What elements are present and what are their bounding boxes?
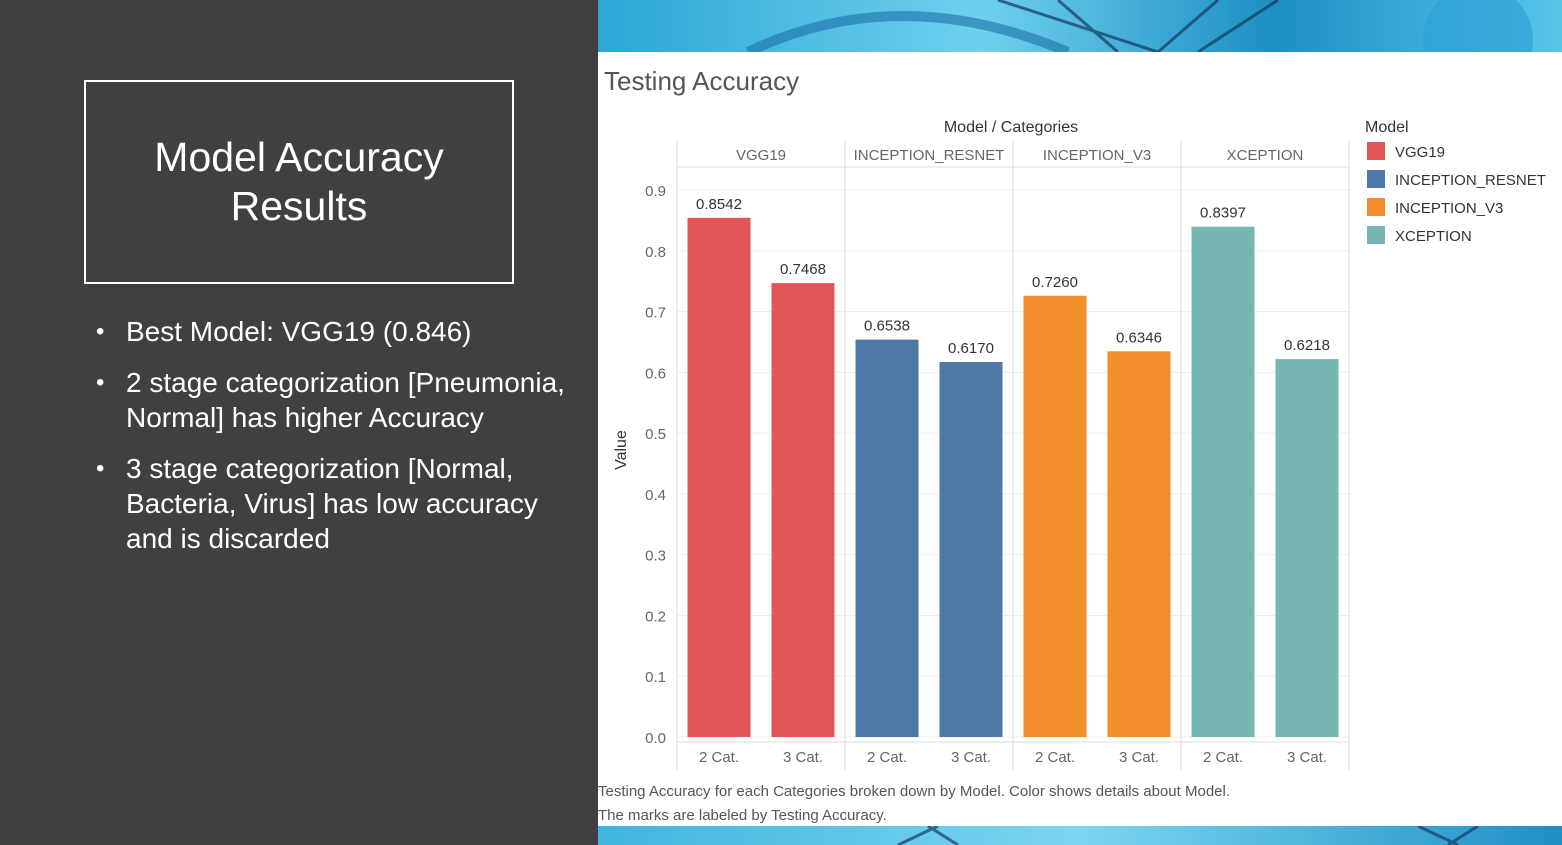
slide-title-box: Model Accuracy Results	[84, 80, 514, 284]
legend-swatch	[1367, 170, 1385, 188]
panel-header-label: VGG19	[736, 147, 786, 164]
bar	[939, 362, 1003, 737]
x-tick-label: 3 Cat.	[1119, 749, 1159, 766]
legend-entry: INCEPTION_RESNET	[1395, 172, 1546, 189]
legend-entry: VGG19	[1395, 144, 1445, 161]
bar	[687, 217, 751, 737]
bar	[1191, 226, 1255, 738]
bullet-dot-icon: •	[96, 455, 105, 482]
x-tick-label: 2 Cat.	[867, 749, 907, 766]
bullet-text: 2 stage categorization [Pneumonia, Norma…	[126, 367, 565, 433]
slide-title: Model Accuracy Results	[154, 134, 444, 229]
y-tick-label: 0.8	[645, 244, 666, 261]
legend-swatch	[1367, 142, 1385, 160]
y-tick-label: 0.9	[645, 183, 666, 200]
bar-value-label: 0.7260	[1032, 274, 1078, 291]
x-tick-label: 3 Cat.	[951, 749, 991, 766]
chart-area: Testing Accuracy Model / Categories Valu…	[598, 52, 1562, 826]
decorative-banner-top	[598, 0, 1562, 52]
bar	[1275, 359, 1339, 737]
x-tick-label: 2 Cat.	[1203, 749, 1243, 766]
bar-value-label: 0.8397	[1200, 205, 1246, 222]
x-tick-label: 2 Cat.	[699, 749, 739, 766]
bar	[1023, 295, 1087, 737]
bar	[855, 339, 919, 737]
y-tick-label: 0.5	[645, 426, 666, 443]
chart-marks: 0.0 0.1 0.2 0.3 0.4 0.5 0.6 0.7 0.8 0.9 VGG19 0.854…	[645, 140, 1546, 770]
legend-entry: INCEPTION_V3	[1395, 200, 1503, 217]
bullet-item: • 3 stage categorization [Normal, Bacteri…	[96, 451, 576, 556]
y-tick-label: 0.6	[645, 365, 666, 382]
x-tick-label: 3 Cat.	[1287, 749, 1327, 766]
x-tick-label: 2 Cat.	[1035, 749, 1075, 766]
bullet-text: Best Model: VGG19 (0.846)	[126, 316, 472, 347]
bar-value-label: 0.8542	[696, 196, 742, 213]
slide-left-panel: Model Accuracy Results • Best Model: VGG1…	[0, 0, 598, 845]
bar-value-label: 0.7468	[780, 261, 826, 278]
bullet-dot-icon: •	[96, 318, 105, 345]
y-tick-label: 0.1	[645, 669, 666, 686]
bar	[1107, 351, 1171, 737]
y-tick-label: 0.0	[645, 730, 666, 747]
chart-header: Model / Categories	[944, 119, 1078, 136]
bullet-item: • 2 stage categorization [Pneumonia, Norm…	[96, 365, 576, 435]
bullet-item: • Best Model: VGG19 (0.846)	[96, 314, 576, 349]
bullet-text: 3 stage categorization [Normal, Bacteria…	[126, 453, 538, 554]
bullet-dot-icon: •	[96, 369, 105, 396]
decorative-banner-bottom	[598, 826, 1562, 845]
bullet-list: • Best Model: VGG19 (0.846) • 2 stage cate…	[96, 314, 576, 572]
chart-svg: Testing Accuracy Model / Categories Valu…	[598, 66, 1546, 824]
legend-swatch	[1367, 198, 1385, 216]
panel-header-label: INCEPTION_RESNET	[854, 147, 1005, 164]
y-axis-label: Value	[613, 430, 630, 470]
bar-value-label: 0.6218	[1284, 337, 1330, 354]
y-tick-label: 0.2	[645, 608, 666, 625]
chart-caption-line-2: The marks are labeled by Testing Accurac…	[598, 807, 887, 824]
bar-value-label: 0.6170	[948, 340, 994, 357]
slide-right-panel: Testing Accuracy Model / Categories Valu…	[598, 0, 1562, 845]
legend-entry: XCEPTION	[1395, 228, 1472, 245]
legend-title: Model	[1365, 119, 1409, 136]
y-tick-label: 0.3	[645, 548, 666, 565]
bar	[771, 283, 835, 737]
chart-caption-line-1: Testing Accuracy for each Categories bro…	[598, 783, 1230, 800]
x-tick-label: 3 Cat.	[783, 749, 823, 766]
chart-title: Testing Accuracy	[604, 66, 799, 96]
panel-header-label: INCEPTION_V3	[1043, 147, 1151, 164]
bar-value-label: 0.6346	[1116, 329, 1162, 346]
panel-header-label: XCEPTION	[1227, 147, 1304, 164]
y-tick-label: 0.7	[645, 305, 666, 322]
y-tick-label: 0.4	[645, 487, 666, 504]
bar-value-label: 0.6538	[864, 318, 910, 335]
legend-swatch	[1367, 226, 1385, 244]
